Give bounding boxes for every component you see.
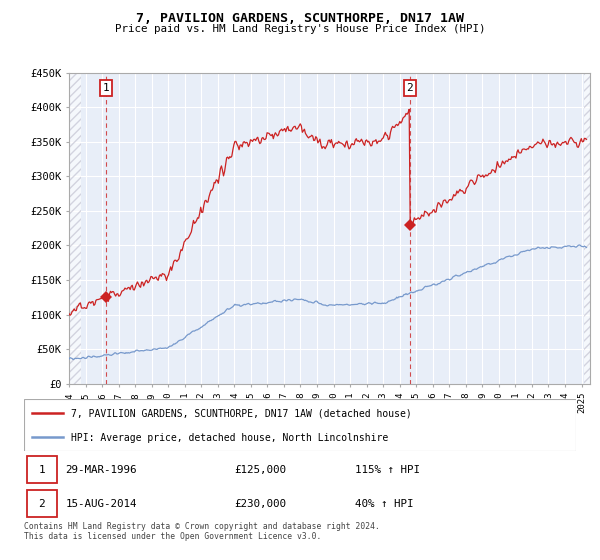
Text: Price paid vs. HM Land Registry's House Price Index (HPI): Price paid vs. HM Land Registry's House … bbox=[115, 24, 485, 34]
Text: 7, PAVILION GARDENS, SCUNTHORPE, DN17 1AW: 7, PAVILION GARDENS, SCUNTHORPE, DN17 1A… bbox=[136, 12, 464, 25]
Text: 115% ↑ HPI: 115% ↑ HPI bbox=[355, 465, 420, 475]
Text: Contains HM Land Registry data © Crown copyright and database right 2024.
This d: Contains HM Land Registry data © Crown c… bbox=[24, 522, 380, 542]
Text: 7, PAVILION GARDENS, SCUNTHORPE, DN17 1AW (detached house): 7, PAVILION GARDENS, SCUNTHORPE, DN17 1A… bbox=[71, 408, 412, 418]
FancyBboxPatch shape bbox=[27, 456, 57, 483]
Text: 1: 1 bbox=[103, 83, 109, 93]
Text: 1: 1 bbox=[38, 465, 46, 475]
Bar bbox=[584, 73, 592, 384]
Text: 29-MAR-1996: 29-MAR-1996 bbox=[65, 465, 137, 475]
FancyBboxPatch shape bbox=[24, 399, 576, 451]
Text: 15-AUG-2014: 15-AUG-2014 bbox=[65, 499, 137, 509]
Text: 2: 2 bbox=[407, 83, 413, 93]
Text: £230,000: £230,000 bbox=[234, 499, 286, 509]
Text: 40% ↑ HPI: 40% ↑ HPI bbox=[355, 499, 414, 509]
Bar bbox=[69, 73, 82, 384]
Text: 2: 2 bbox=[38, 499, 46, 509]
Text: HPI: Average price, detached house, North Lincolnshire: HPI: Average price, detached house, Nort… bbox=[71, 433, 388, 443]
FancyBboxPatch shape bbox=[27, 491, 57, 517]
Text: £125,000: £125,000 bbox=[234, 465, 286, 475]
